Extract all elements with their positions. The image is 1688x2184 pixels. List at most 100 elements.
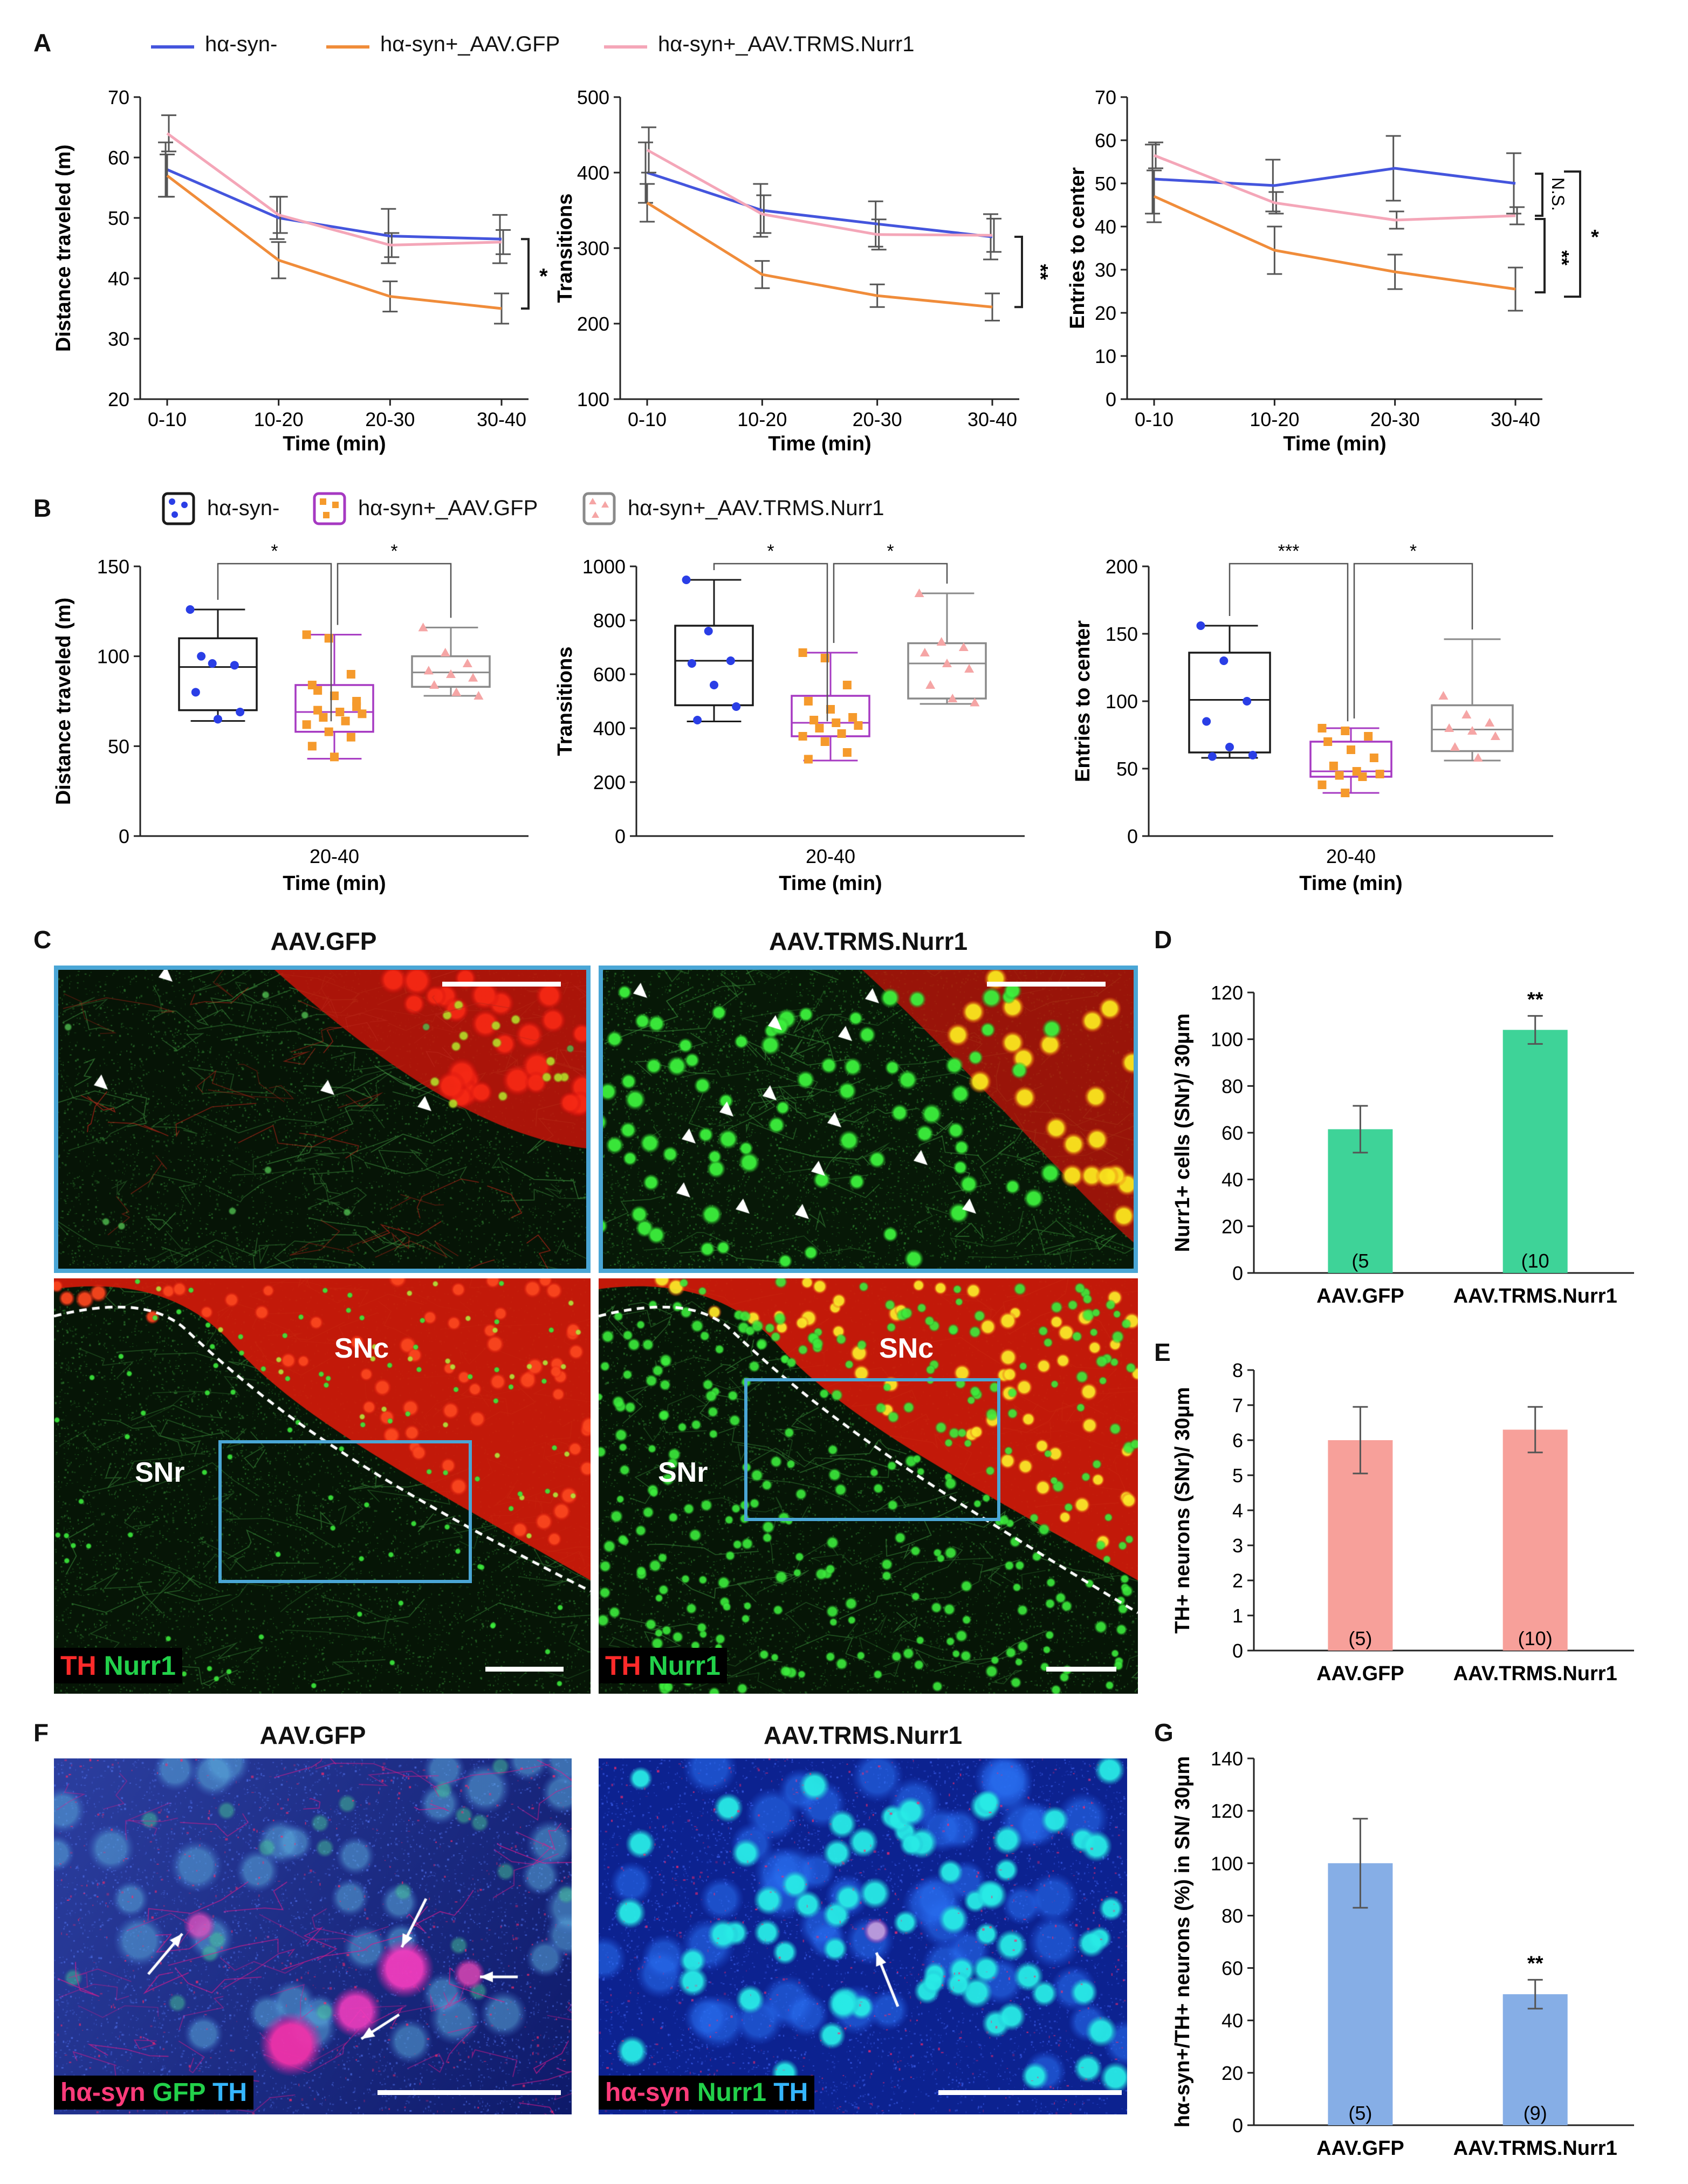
significance-label: **: [1551, 250, 1573, 265]
y-tick-label: 400: [593, 717, 626, 740]
data-point: [451, 687, 462, 696]
chart-e-th-neurons: 0 1 2 3 4 5 6 7 8 TH+ neurons (SNr)/ 30μm (5) AAV.G…: [1171, 1359, 1634, 1685]
micrograph-f-nurr1: hα-syn Nurr1 TH: [599, 1758, 1127, 2114]
data-point: [837, 729, 846, 738]
y-axis-label: Distance traveled (m): [52, 598, 75, 805]
legend-b-label: hα-syn+_AAV.TRMS.Nurr1: [628, 496, 884, 520]
data-point: [732, 702, 741, 711]
y-axis-label: TH+ neurons (SNr)/ 30μm: [1171, 1387, 1194, 1633]
series-line-1: [166, 174, 502, 310]
y-tick-label: 20: [108, 388, 129, 410]
y-tick-label: 20: [1222, 1215, 1243, 1237]
y-tick-label: 80: [1222, 1905, 1243, 1927]
data-point: [335, 708, 345, 716]
x-tick-label: 10-20: [737, 408, 787, 430]
series-line-0: [167, 168, 502, 241]
data-point: [440, 648, 450, 656]
data-point: [942, 659, 952, 667]
y-tick-label: 20: [1222, 2062, 1243, 2084]
micrograph-f-gfp: hα-syn GFP TH: [54, 1758, 572, 2114]
data-point: [920, 648, 930, 656]
x-tick-label: AAV.GFP: [1316, 1285, 1404, 1307]
data-point: [936, 637, 946, 646]
data-point: [1467, 726, 1477, 735]
y-tick-label: 120: [1211, 1800, 1243, 1822]
y-tick-label: 120: [1211, 982, 1243, 1004]
series-line-2: [166, 132, 502, 247]
data-point: [726, 656, 735, 665]
significance-bracket: [1014, 236, 1023, 309]
data-point: [1219, 656, 1229, 665]
y-axis-label: Nurr1+ cells (SNr)/ 30μm: [1171, 1014, 1194, 1252]
channel-th-label: TH: [605, 1651, 641, 1681]
y-tick-label: 1000: [582, 556, 626, 578]
y-tick-label: 4: [1232, 1500, 1243, 1522]
label-snc: SNc: [879, 1333, 934, 1364]
data-point: [313, 706, 322, 715]
y-tick-label: 0: [119, 825, 129, 847]
chart-a1-distance: 20 30 40 50 60 70 Distance traveled (m) 0-10 10-…: [52, 86, 548, 455]
data-point: [704, 627, 713, 635]
significance-bracket: [1353, 563, 1473, 718]
data-point: [1196, 621, 1205, 630]
data-point: [925, 680, 936, 689]
y-axis-label: Transitions: [554, 647, 577, 756]
data-point: [1444, 723, 1454, 732]
data-point: [948, 694, 958, 702]
micrograph-c-nurr1-zoom: [599, 966, 1138, 1273]
data-point: [1438, 691, 1449, 700]
y-tick-label: 0: [615, 825, 626, 847]
data-point: [804, 755, 813, 764]
data-point: [418, 622, 428, 632]
scale-bar: [938, 2090, 1122, 2095]
scale-bar: [1046, 1667, 1116, 1672]
data-point: [346, 670, 355, 679]
legend-line-icon: [326, 45, 369, 49]
x-tick-label: 20-40: [1326, 845, 1376, 867]
legend-line-icon: [604, 45, 647, 49]
significance-label: **: [1029, 264, 1052, 280]
panel-a-letter: A: [33, 29, 52, 57]
y-tick-label: 50: [1116, 758, 1138, 780]
data-point: [914, 588, 924, 597]
panel-f-letter: F: [33, 1719, 49, 1747]
data-point: [191, 688, 200, 697]
channel-th-label: TH: [773, 2078, 808, 2107]
significance-label: *: [271, 541, 278, 562]
significance-bracket: [1229, 563, 1349, 722]
x-tick-label: 0-10: [628, 408, 667, 430]
significance-bracket: [217, 563, 332, 722]
n-label: (10: [1521, 1250, 1549, 1272]
significance-bracket: [1564, 170, 1581, 298]
x-axis-label: Time (min): [1283, 433, 1386, 455]
panel-g-letter: G: [1154, 1719, 1174, 1747]
y-tick-label: 150: [1106, 623, 1138, 645]
data-point: [1248, 751, 1257, 759]
y-tick-label: 30: [1095, 259, 1116, 281]
data-point: [1243, 697, 1252, 706]
significance-label: *: [767, 541, 774, 562]
channel-hasyn-label: hα-syn: [605, 2078, 690, 2107]
box: [674, 625, 754, 707]
significance-label: ***: [1278, 541, 1300, 562]
box: [1431, 704, 1514, 752]
y-tick-label: 7: [1232, 1394, 1243, 1416]
data-point: [352, 697, 361, 706]
data-point: [214, 715, 222, 724]
bar: [1502, 1429, 1568, 1651]
significance-label: *: [1591, 226, 1599, 249]
significance-bracket: [337, 563, 452, 625]
y-tick-label: 10: [1095, 345, 1116, 367]
legend-a-label: hα-syn-: [205, 32, 278, 56]
data-point: [804, 697, 813, 706]
x-tick-label: 20-30: [1370, 408, 1420, 430]
data-point: [330, 692, 339, 700]
x-tick-label: AAV.GFP: [1316, 1662, 1404, 1685]
legend-a-label: hα-syn+_AAV.TRMS.Nurr1: [658, 32, 915, 56]
significance-label: **: [1527, 988, 1543, 1011]
zoom-region-box: [744, 1378, 1000, 1521]
y-tick-label: 60: [1222, 1957, 1243, 1980]
data-point: [1225, 743, 1234, 751]
data-point: [302, 630, 311, 639]
label-snr: SNr: [135, 1457, 185, 1488]
